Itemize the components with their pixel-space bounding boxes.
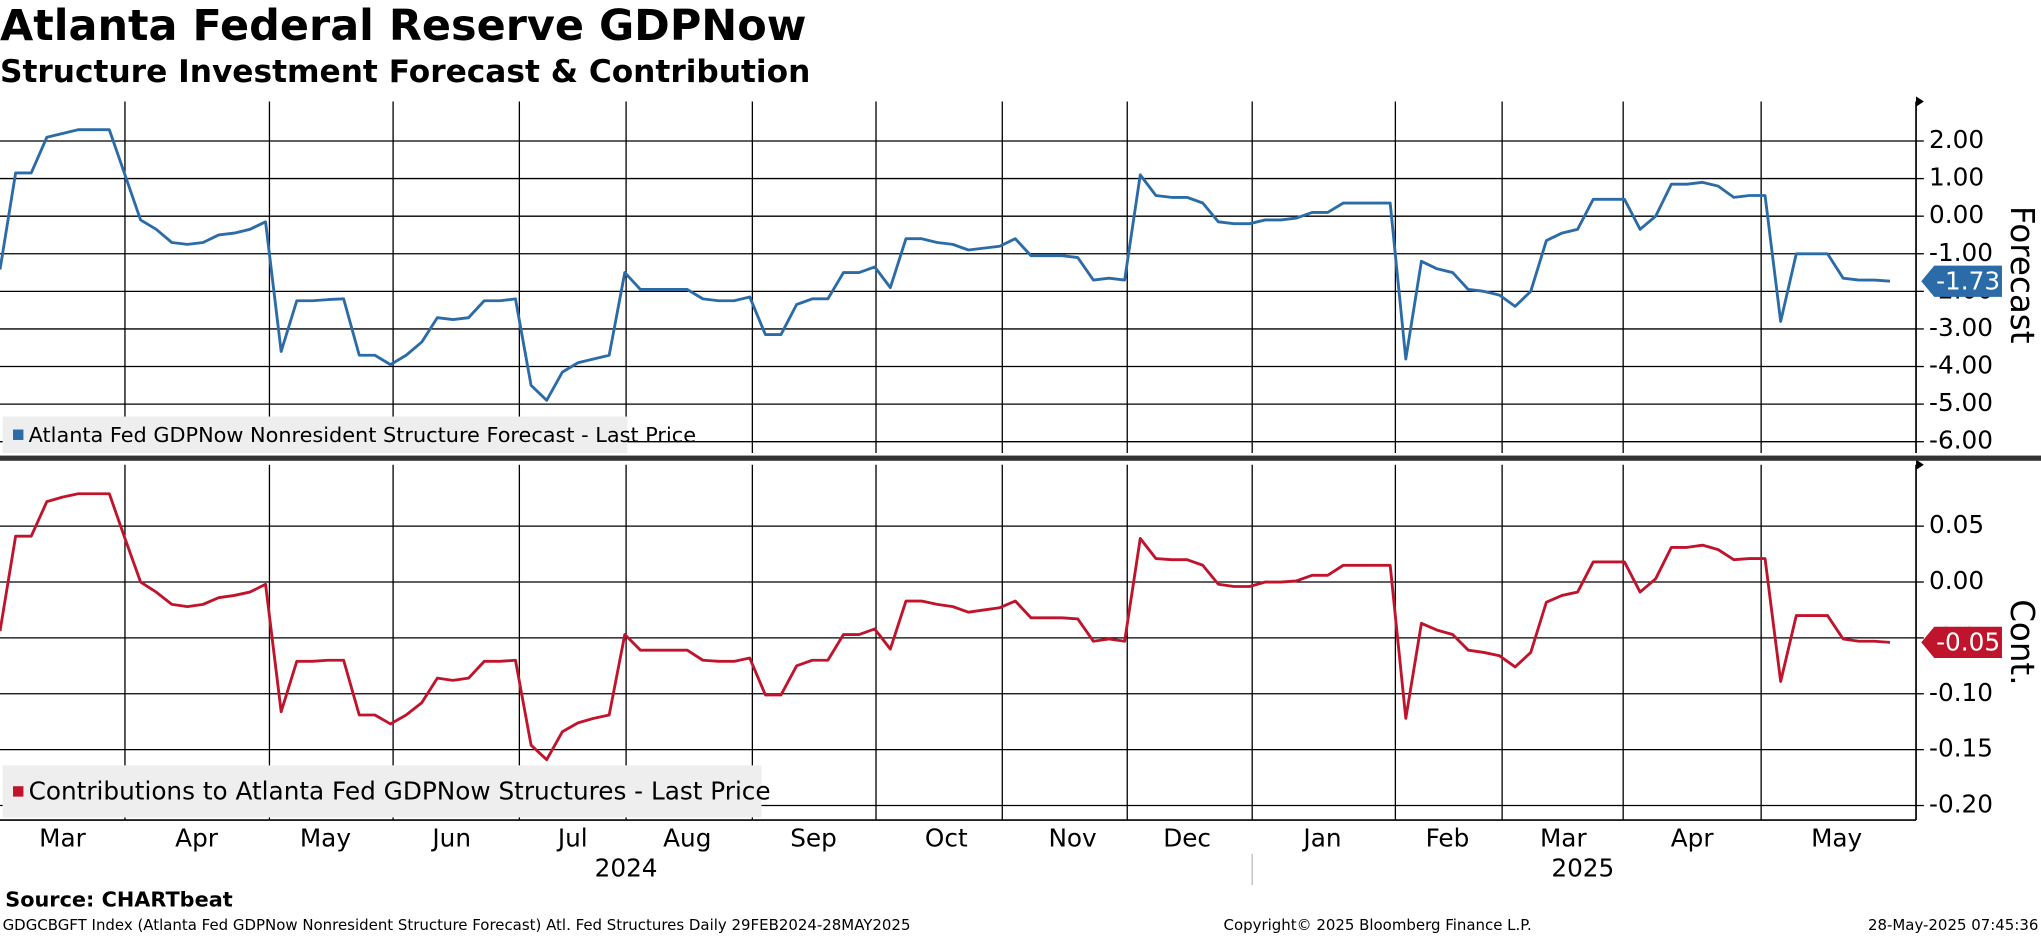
y-tick-label: -3.00 <box>1929 313 1993 342</box>
x-tick-label: Oct <box>925 824 968 853</box>
y-tick-label: -6.00 <box>1929 426 1993 455</box>
y-tick-label: -0.10 <box>1929 678 1993 707</box>
y-tick-label: -0.15 <box>1929 734 1993 763</box>
x-tick-label: Sep <box>790 824 837 853</box>
x-tick-label: Apr <box>1671 824 1715 853</box>
y-tick-label: 0.05 <box>1929 510 1984 539</box>
x-tick-label: Jun <box>430 824 471 853</box>
legend-label: Contributions to Atlanta Fed GDPNow Stru… <box>29 777 771 806</box>
x-tick-label: May <box>1811 824 1862 853</box>
x-tick-label: Jan <box>1301 824 1341 853</box>
axis-arrow <box>1916 459 1924 470</box>
y-tick-label: -0.20 <box>1929 790 1993 819</box>
series-line <box>0 128 1891 402</box>
x-tick-label: Mar <box>39 824 86 853</box>
last-value-tag <box>1921 265 2002 297</box>
x-tick-label: May <box>300 824 351 853</box>
series-line <box>0 492 1891 762</box>
y-tick-label: -1.00 <box>1929 238 1993 267</box>
last-value-label: -0.05 <box>1936 628 2000 657</box>
chart-title: Atlanta Federal Reserve GDPNow <box>0 1 806 51</box>
x-tick-label: Mar <box>1540 824 1587 853</box>
source: Source: CHARTbeat <box>5 888 233 912</box>
panel-divider <box>0 455 2041 461</box>
x-tick-label: Feb <box>1426 824 1470 853</box>
y-tick-label: 0.00 <box>1929 566 1984 595</box>
y-axis-label: Cont. <box>2003 599 2041 685</box>
y-tick-label: 0.00 <box>1929 200 1984 229</box>
legend-background <box>2 416 628 453</box>
x-tick-label: Apr <box>175 824 219 853</box>
legend-swatch <box>13 429 24 440</box>
x-tick-label: Dec <box>1163 824 1211 853</box>
timestamp: 28-May-2025 07:45:36 <box>1868 916 2038 934</box>
y-tick-label: 1.00 <box>1929 163 1984 192</box>
x-tick-label: Jul <box>556 824 588 853</box>
legend-swatch <box>13 786 24 797</box>
legend-label: Atlanta Fed GDPNow Nonresident Structure… <box>29 423 696 447</box>
y-tick-label: -4.00 <box>1929 351 1993 380</box>
x-tick-label: Nov <box>1048 824 1096 853</box>
axis-arrow <box>1916 96 1924 107</box>
last-value-tag <box>1921 626 2002 658</box>
chart-subtitle: Structure Investment Forecast & Contribu… <box>0 54 810 90</box>
footer-description: GDGCBGFT Index (Atlanta Fed GDPNow Nonre… <box>3 916 911 934</box>
x-tick-label: Aug <box>663 824 711 853</box>
x-year-label: 2024 <box>595 854 658 883</box>
y-axis-label: Forecast <box>2003 206 2041 344</box>
y-tick-label: -5.00 <box>1929 388 1993 417</box>
last-value-label: -1.73 <box>1936 267 2000 296</box>
x-year-label: 2025 <box>1551 854 1614 883</box>
copyright: Copyright© 2025 Bloomberg Finance L.P. <box>1224 916 1532 934</box>
legend-background <box>2 765 762 818</box>
y-tick-label: 2.00 <box>1929 125 1984 154</box>
